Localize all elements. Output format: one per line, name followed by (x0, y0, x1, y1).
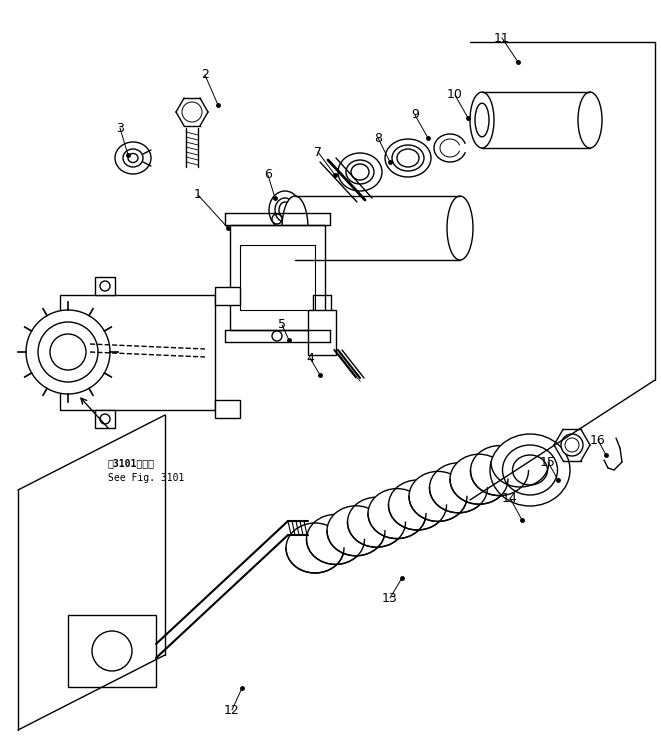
Text: 13: 13 (382, 591, 398, 605)
Text: 図3101図参照: 図3101図参照 (108, 458, 155, 468)
Ellipse shape (447, 196, 473, 260)
Text: 1: 1 (194, 188, 202, 202)
Text: 11: 11 (494, 32, 510, 44)
Circle shape (26, 310, 110, 394)
Text: See Fig. 3101: See Fig. 3101 (108, 473, 184, 483)
Ellipse shape (368, 488, 426, 539)
Polygon shape (95, 410, 115, 428)
Ellipse shape (128, 154, 138, 163)
Ellipse shape (346, 160, 374, 184)
Ellipse shape (286, 523, 344, 573)
Circle shape (50, 334, 86, 370)
Text: 6: 6 (264, 168, 272, 182)
Bar (308, 310, 336, 355)
Ellipse shape (327, 505, 385, 556)
Ellipse shape (115, 142, 151, 174)
Ellipse shape (502, 445, 557, 495)
Bar (68, 615, 156, 687)
Polygon shape (215, 400, 240, 418)
Text: 9: 9 (411, 109, 419, 121)
Circle shape (38, 322, 98, 382)
Ellipse shape (392, 145, 424, 171)
Polygon shape (215, 287, 240, 305)
Text: 15: 15 (540, 455, 556, 469)
Text: 10: 10 (447, 89, 463, 101)
Text: 4: 4 (306, 352, 314, 364)
Circle shape (92, 631, 132, 671)
Ellipse shape (450, 454, 508, 504)
Text: 7: 7 (314, 146, 322, 158)
Bar (240, 245, 315, 310)
Circle shape (561, 434, 583, 456)
Text: 12: 12 (224, 704, 240, 717)
Ellipse shape (275, 198, 295, 222)
Ellipse shape (409, 471, 467, 522)
Text: 2: 2 (201, 69, 209, 81)
Bar (230, 225, 325, 330)
Ellipse shape (123, 149, 143, 167)
Ellipse shape (282, 196, 308, 260)
Text: 8: 8 (374, 132, 382, 145)
Bar (60, 295, 215, 410)
Text: 5: 5 (278, 319, 286, 332)
Text: 3: 3 (116, 121, 124, 134)
Text: 16: 16 (590, 434, 606, 446)
Ellipse shape (578, 92, 602, 148)
Ellipse shape (490, 434, 570, 506)
Polygon shape (95, 277, 115, 295)
Text: 14: 14 (502, 491, 518, 505)
